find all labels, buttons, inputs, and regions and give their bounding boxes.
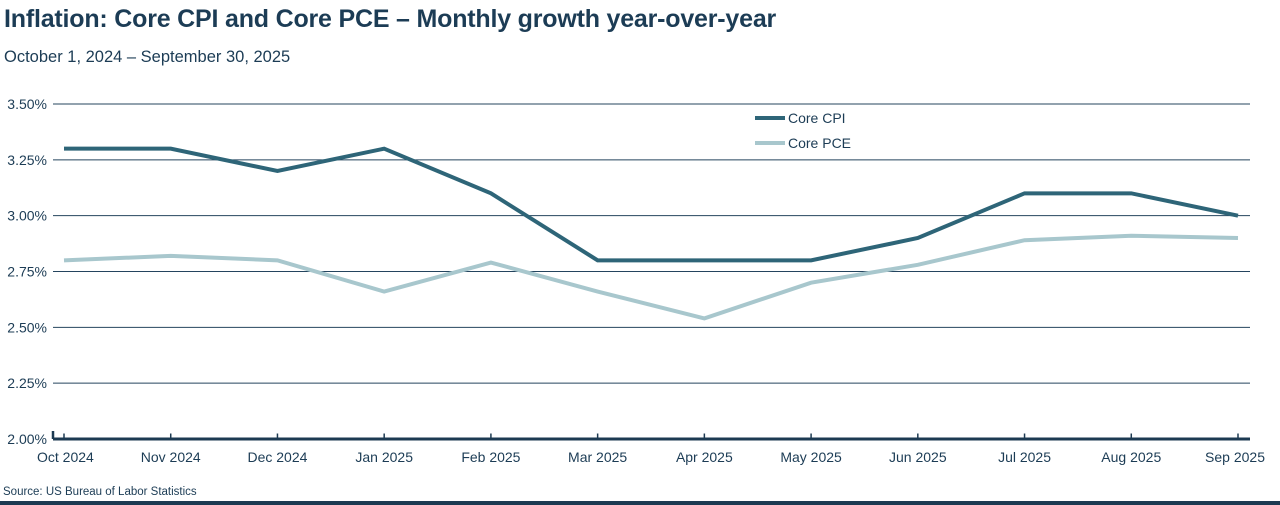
x-axis-label: Feb 2025 — [461, 449, 520, 465]
page-subtitle: October 1, 2024 – September 30, 2025 — [4, 48, 291, 66]
legend-item-core-cpi: Core CPI — [755, 105, 851, 130]
x-axis-label: Apr 2025 — [676, 449, 733, 465]
core-pce-line — [63, 233, 1239, 321]
x-axis-label: Aug 2025 — [1101, 449, 1161, 465]
y-axis-label: 3.00% — [7, 208, 47, 224]
x-axis-label: May 2025 — [780, 449, 842, 465]
page-title: Inflation: Core CPI and Core PCE – Month… — [4, 5, 777, 33]
y-axis-label: 2.25% — [7, 375, 47, 391]
x-axis-label: Oct 2024 — [37, 449, 94, 465]
x-axis-label: Nov 2024 — [141, 449, 201, 465]
y-axis-label: 2.50% — [7, 319, 47, 335]
legend-label-core-cpi: Core CPI — [788, 109, 846, 126]
legend-item-core-pce: Core PCE — [755, 130, 851, 155]
core-cpi-line-swatch — [755, 115, 785, 120]
x-axis-label: Dec 2024 — [247, 449, 307, 465]
x-axis-label: Jun 2025 — [889, 449, 947, 465]
source-text: Source: US Bureau of Labor Statistics — [3, 486, 197, 498]
y-axis-label: 3.25% — [7, 152, 47, 168]
y-axis-label: 2.75% — [7, 264, 47, 280]
legend-label-core-pce: Core PCE — [788, 134, 852, 151]
core-cpi-line — [64, 146, 1239, 263]
bottom-border — [0, 501, 1280, 505]
x-axis-label: Jul 2025 — [998, 449, 1051, 465]
y-axis-label: 2.00% — [7, 431, 47, 447]
x-axis-label: Mar 2025 — [568, 449, 627, 465]
core-pce-line-swatch — [755, 140, 785, 145]
y-axis-label: 3.50% — [7, 96, 47, 112]
x-axis-label: Sep 2025 — [1205, 449, 1265, 465]
chart-legend: Core CPI Core PCE — [755, 105, 851, 155]
x-axis-label: Jan 2025 — [355, 449, 413, 465]
